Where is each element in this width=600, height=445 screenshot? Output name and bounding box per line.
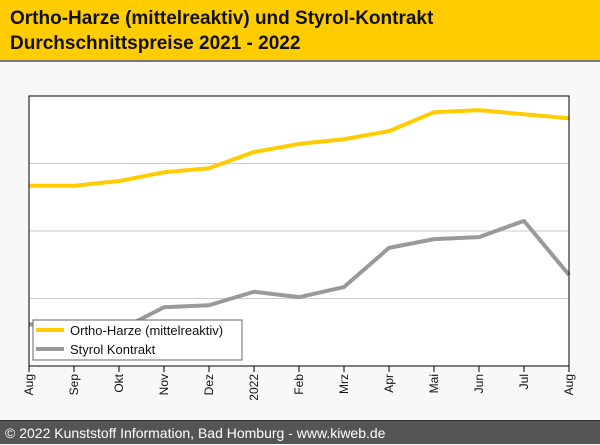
series-line-ortho-harze (29, 108, 570, 188)
x-tick-label: 2022 (247, 374, 261, 401)
x-tick-label: Jun (472, 374, 486, 393)
copyright-footer: © 2022 Kunststoff Information, Bad Hombu… (0, 420, 600, 444)
legend (32, 319, 243, 361)
line-chart: Aug Sep Okt Nov Dez 2022 Feb Mrz Apr Mai Jun Jul Aug… (22, 95, 576, 401)
x-tick-label: Feb (292, 374, 306, 395)
x-tick-label: Apr (382, 374, 396, 393)
x-tick-label: Dez (202, 374, 216, 395)
chart-title-line2: Durchschnittspreise 2021 - 2022 (10, 33, 301, 54)
x-tick-label: Sep (67, 374, 81, 396)
x-tick-label: Aug (562, 374, 576, 395)
x-tick-label: Mai (427, 374, 441, 393)
chart-title-line1: Ortho-Harze (mittelreaktiv) und Styrol-K… (10, 8, 434, 29)
x-tick-label: Mrz (337, 374, 351, 394)
legend-label: Styrol Kontrakt (70, 342, 156, 357)
x-tick-label: Aug (22, 374, 36, 395)
legend-label: Ortho-Harze (mittelreaktiv) (70, 323, 223, 338)
x-tick-label: Nov (157, 374, 171, 395)
x-tick-label: Okt (112, 373, 126, 392)
chart-header: Ortho-Harze (mittelreaktiv) und Styrol-K… (0, 0, 600, 62)
x-tick-label: Jul (517, 374, 531, 389)
